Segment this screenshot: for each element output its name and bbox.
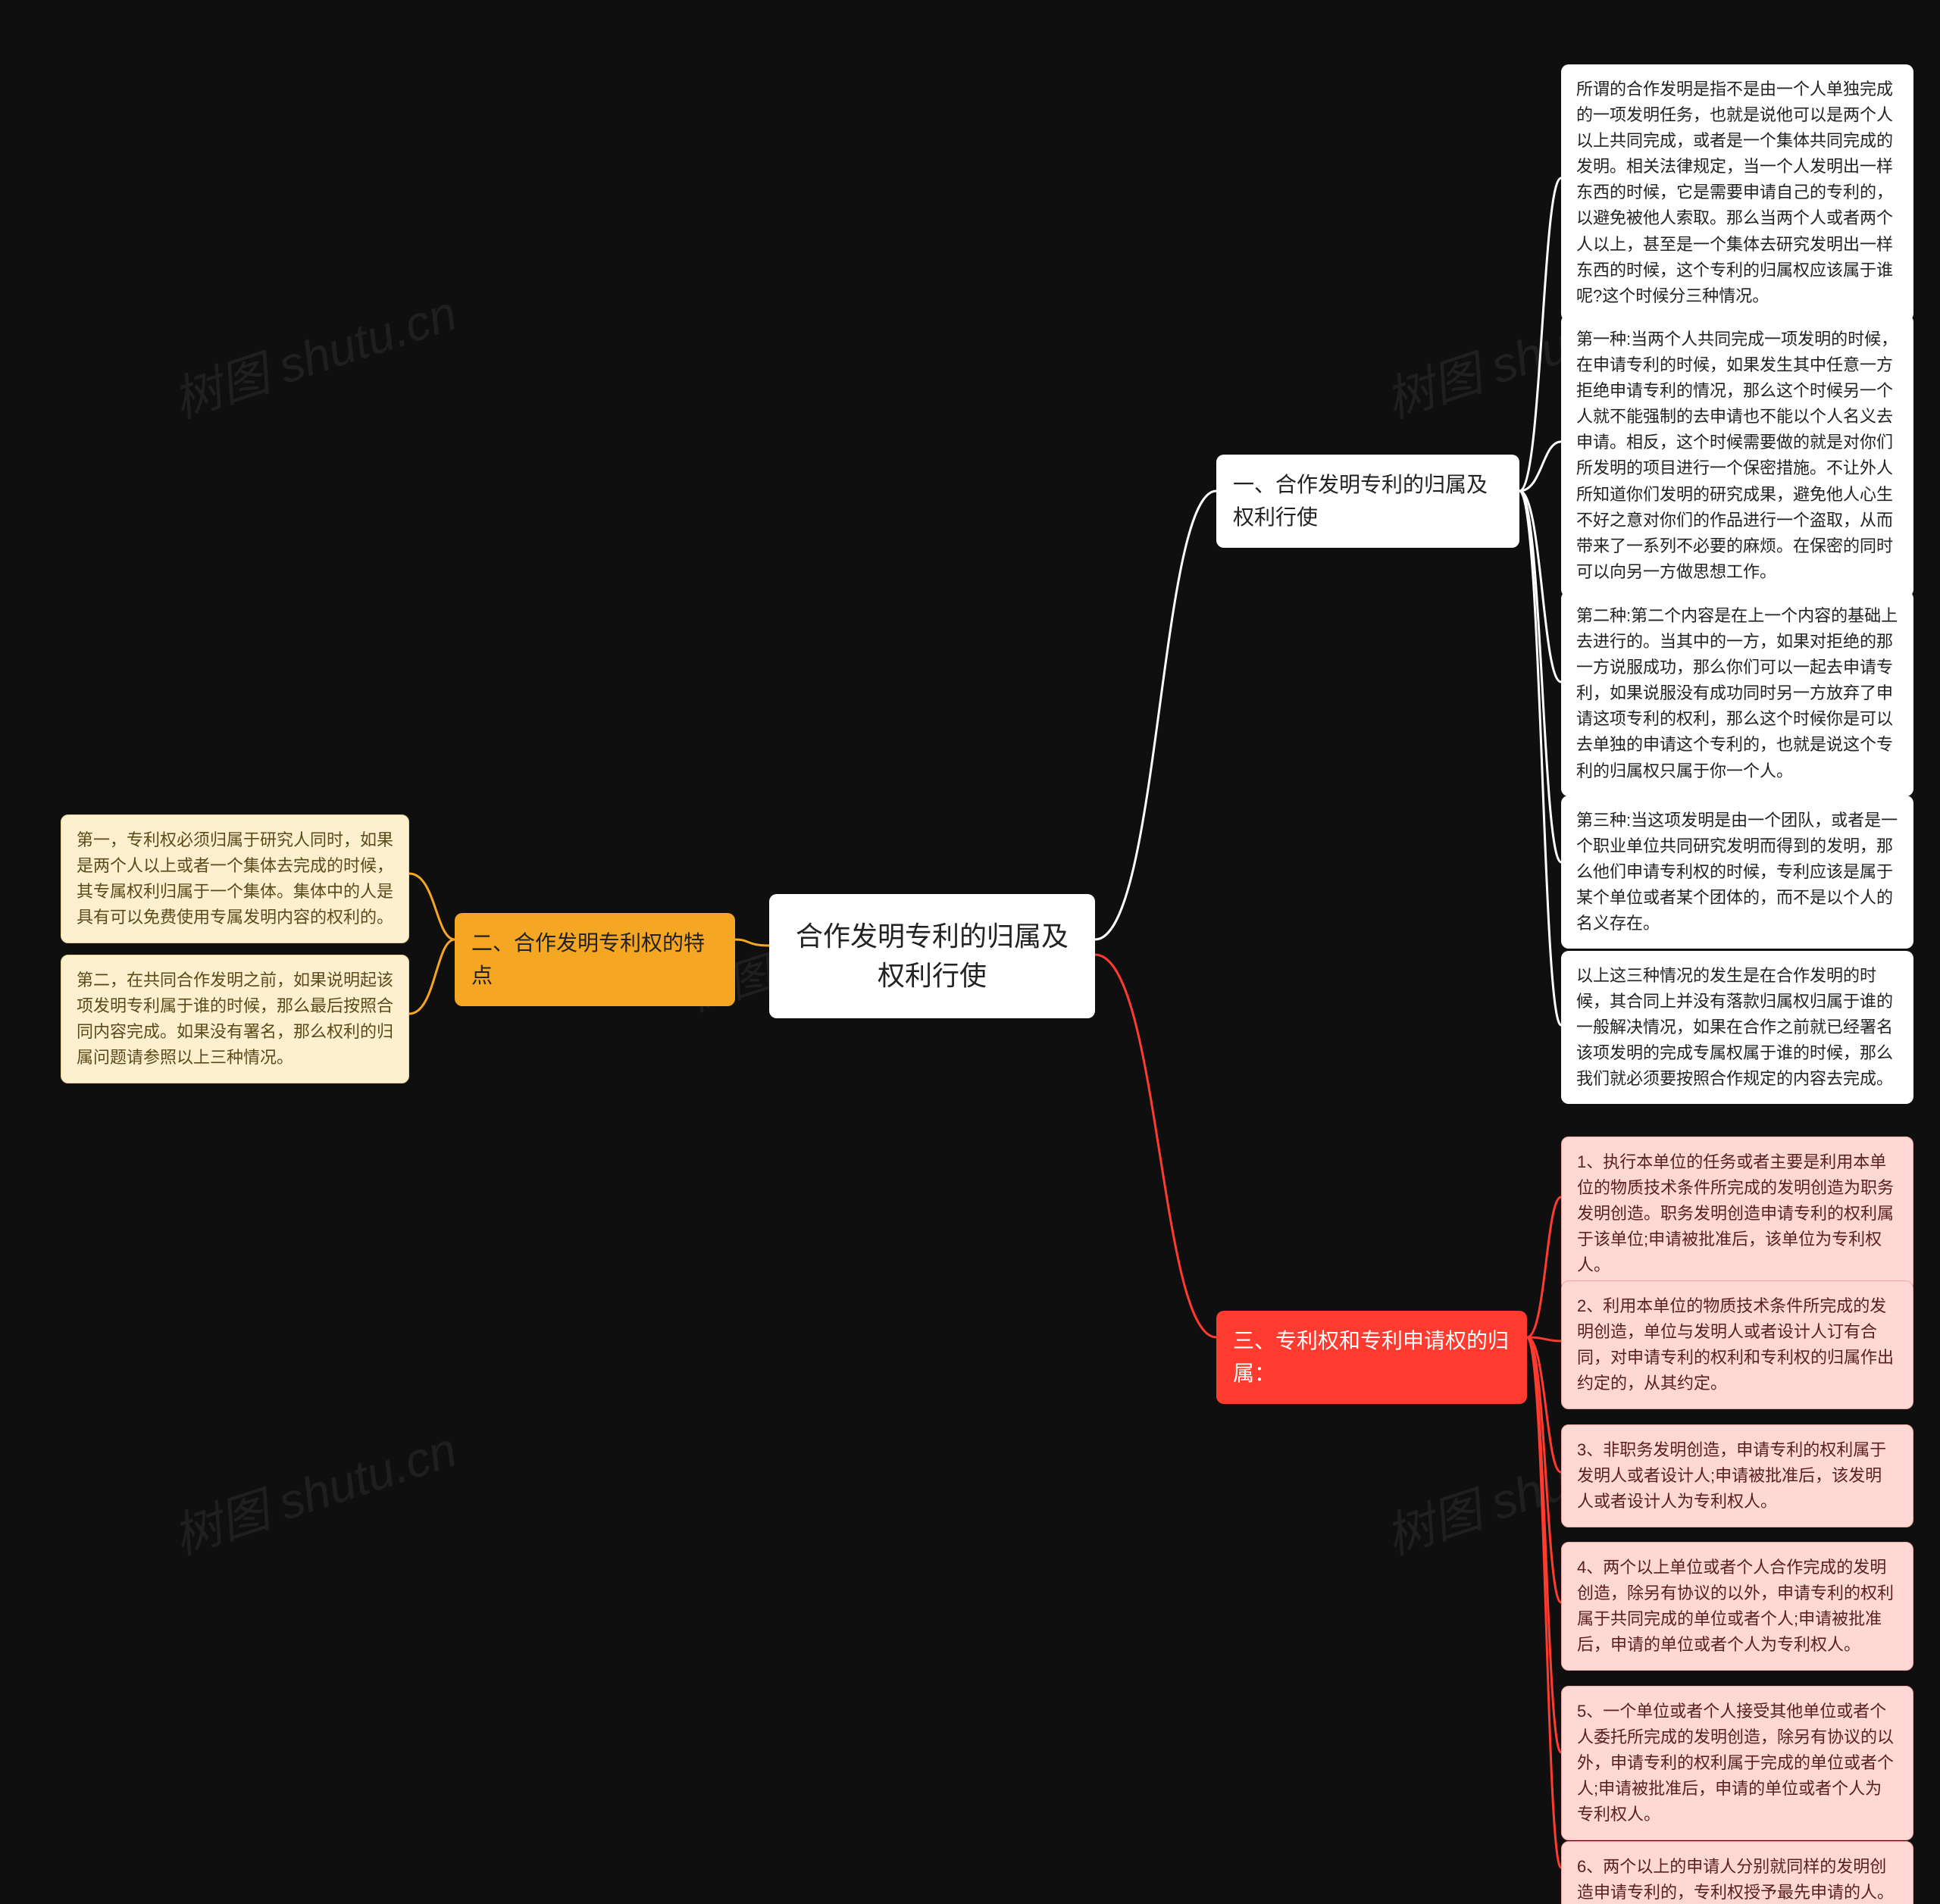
branch1-leaf[interactable]: 第一种:当两个人共同完成一项发明的时候，在申请专利的时候，如果发生其中任意一方拒… [1561, 314, 1913, 597]
branch2-leaf[interactable]: 第二，在共同合作发明之前，如果说明起该项发明专利属于谁的时候，那么最后按照合同内… [61, 955, 409, 1083]
branch2-leaf[interactable]: 第一，专利权必须归属于研究人同时，如果是两个人以上或者一个集体去完成的时候，其专… [61, 814, 409, 943]
branch-2[interactable]: 二、合作发明专利权的特点 [455, 913, 735, 1006]
branch1-leaf[interactable]: 第三种:当这项发明是由一个团队，或者是一个职业单位共同研究发明而得到的发明，那么… [1561, 796, 1913, 949]
watermark: 树图 shutu.cn [163, 1411, 464, 1568]
mindmap-canvas: 树图 shutu.cn 树图 shutu.cn 树图 shutu.cn 树图 s… [0, 0, 1940, 1904]
branch1-leaf[interactable]: 以上这三种情况的发生是在合作发明的时候，其合同上并没有落款归属权归属于谁的一般解… [1561, 951, 1913, 1104]
branch3-leaf[interactable]: 6、两个以上的申请人分别就同样的发明创造申请专利的，专利权授予最先申请的人。 [1561, 1841, 1913, 1904]
branch3-leaf[interactable]: 2、利用本单位的物质技术条件所完成的发明创造，单位与发明人或者设计人订有合同，对… [1561, 1280, 1913, 1409]
branch-3[interactable]: 三、专利权和专利申请权的归属： [1216, 1311, 1527, 1404]
branch3-leaf[interactable]: 4、两个以上单位或者个人合作完成的发明创造，除另有协议的以外，申请专利的权利属于… [1561, 1542, 1913, 1671]
branch3-leaf[interactable]: 3、非职务发明创造，申请专利的权利属于发明人或者设计人;申请被批准后，该发明人或… [1561, 1424, 1913, 1527]
branch1-leaf[interactable]: 第二种:第二个内容是在上一个内容的基础上去进行的。当其中的一方，如果对拒绝的那一… [1561, 591, 1913, 796]
root-node[interactable]: 合作发明专利的归属及权利行使 [769, 894, 1095, 1018]
watermark: 树图 shutu.cn [163, 274, 464, 431]
branch3-leaf[interactable]: 1、执行本单位的任务或者主要是利用本单位的物质技术条件所完成的发明创造为职务发明… [1561, 1136, 1913, 1291]
branch-1[interactable]: 一、合作发明专利的归属及权利行使 [1216, 455, 1519, 548]
branch1-leaf[interactable]: 所谓的合作发明是指不是由一个人单独完成的一项发明任务，也就是说他可以是两个人以上… [1561, 64, 1913, 321]
branch3-leaf[interactable]: 5、一个单位或者个人接受其他单位或者个人委托所完成的发明创造，除另有协议的以外，… [1561, 1686, 1913, 1840]
